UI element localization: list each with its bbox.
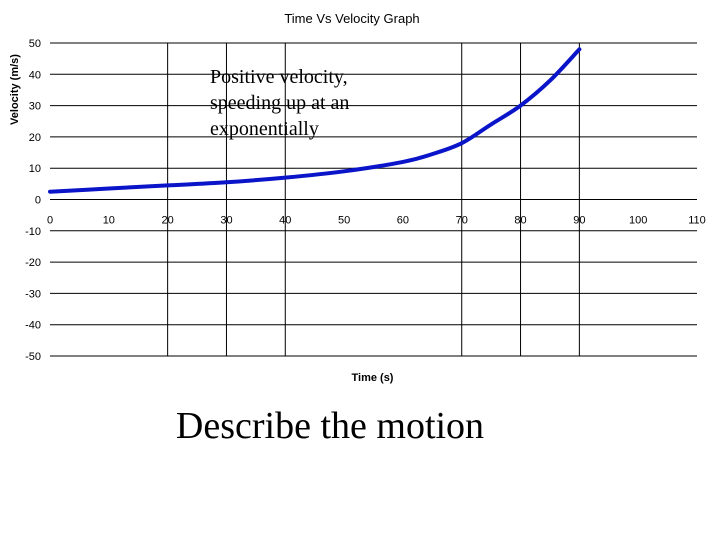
horizontal-gridlines	[50, 42, 697, 357]
x-tick-labels: 0 10 20 30 40 50 60 70 80 90 100 110	[47, 215, 706, 227]
x-tick-label-0: 0	[47, 215, 53, 227]
y-tick-label-5: 0	[35, 195, 41, 207]
question-prompt: Describe the motion	[175, 405, 485, 447]
y-tick-label-10: -50	[25, 351, 41, 363]
y-axis-label: Velocity (m/s)	[9, 54, 21, 125]
x-tick-label-8: 80	[514, 215, 526, 227]
x-tick-label-9: 90	[573, 215, 585, 227]
x-tick-label-1: 10	[103, 215, 115, 227]
x-axis-label: Time (s)	[352, 372, 394, 384]
y-tick-label-7: -20	[25, 257, 41, 269]
y-tick-label-4: 10	[29, 163, 41, 175]
x-tick-label-11: 110	[688, 215, 706, 227]
y-tick-labels: 50 40 30 20 10 0 -10 -20 -30 -40 -50	[25, 38, 41, 363]
y-tick-label-6: -10	[25, 226, 41, 238]
vertical-gridlines	[167, 43, 580, 356]
x-tick-label-7: 70	[456, 215, 468, 227]
x-tick-label-2: 20	[162, 215, 174, 227]
y-tick-label-1: 40	[29, 69, 41, 81]
y-tick-label-8: -30	[25, 288, 41, 300]
chart-annotation: Positive velocity, speeding up at an exp…	[210, 66, 350, 140]
x-tick-label-6: 60	[397, 215, 409, 227]
y-tick-label-2: 30	[29, 101, 41, 113]
y-tick-label-9: -40	[25, 320, 41, 332]
x-tick-label-5: 50	[338, 215, 350, 227]
series-layer	[48, 47, 582, 194]
x-tick-label-10: 100	[629, 215, 647, 227]
series-line-0	[48, 47, 582, 194]
x-tick-label-4: 40	[279, 215, 291, 227]
chart-title: Time Vs Velocity Graph	[284, 11, 419, 26]
y-tick-label-3: 20	[29, 132, 41, 144]
y-tick-label-0: 50	[29, 38, 41, 50]
x-tick-label-3: 30	[220, 215, 232, 227]
